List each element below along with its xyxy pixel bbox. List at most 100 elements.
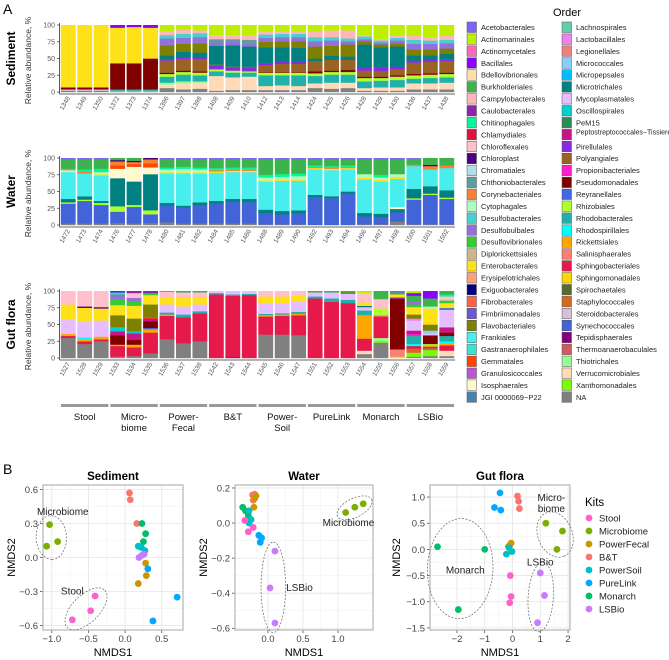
group-label: B&T xyxy=(224,412,243,423)
point-microbiome xyxy=(46,521,53,529)
bar-1472 xyxy=(60,158,76,226)
bar-segment xyxy=(110,315,126,328)
bar-1374 xyxy=(143,25,158,93)
bar-segment xyxy=(126,27,142,64)
group-label: Monarch xyxy=(362,412,399,423)
legend-label: Spirochaetales xyxy=(576,285,626,294)
bar-segment xyxy=(340,87,356,93)
bar-segment xyxy=(159,202,175,206)
legend-swatch xyxy=(466,117,477,129)
bar-segment xyxy=(373,213,389,218)
bar-segment xyxy=(176,70,191,73)
sample-label: 1414 xyxy=(289,95,302,111)
legend-item: Pirellulales xyxy=(561,141,613,153)
bar-segment xyxy=(324,25,339,31)
legend-swatch xyxy=(466,45,477,57)
bar-segment xyxy=(406,55,422,61)
bar-segment xyxy=(406,293,422,296)
bar-segment xyxy=(439,307,455,310)
group-bar xyxy=(307,404,356,407)
bar-segment xyxy=(422,224,438,226)
bar-segment xyxy=(324,88,339,93)
legend-swatch xyxy=(466,212,477,224)
bar-segment xyxy=(159,31,175,36)
legend-label: Sphingobacteriales xyxy=(576,262,640,271)
bar-segment xyxy=(422,330,438,334)
legend-swatch xyxy=(561,69,572,81)
bar-segment xyxy=(159,60,175,73)
bar-segment xyxy=(126,347,142,357)
bar-segment xyxy=(110,344,126,347)
point-bt xyxy=(514,492,521,500)
legend-item: Lactobacillales xyxy=(561,33,625,45)
bar-segment xyxy=(274,75,290,86)
bar-segment xyxy=(241,89,257,93)
bar-segment xyxy=(241,72,257,77)
bar-segment xyxy=(176,168,191,173)
point-stool xyxy=(87,607,95,615)
kits-legend: Kits Stool Microbiome PowerFecal B&T PowerSoi… xyxy=(585,497,649,616)
sample-label: 1547 xyxy=(289,361,302,377)
bar-segment xyxy=(126,164,142,167)
bar-segment xyxy=(340,193,356,226)
bar-segment xyxy=(110,335,126,345)
sample-label: 1482 xyxy=(190,228,203,244)
bar-segment xyxy=(422,306,438,309)
bar-segment xyxy=(258,224,274,226)
sample-label: 1533 xyxy=(108,361,121,377)
bar-segment xyxy=(307,83,323,89)
sample-label: 1485 xyxy=(223,228,236,244)
sample-label: 1501 xyxy=(421,228,434,244)
group-label: PureLink xyxy=(313,412,351,423)
bar-segment xyxy=(406,83,422,90)
y-tick-label: 0.0 xyxy=(412,545,425,556)
bar-segment xyxy=(274,159,290,175)
point-stool xyxy=(506,599,514,607)
bar-1551 xyxy=(307,291,323,359)
bar-segment xyxy=(126,166,142,182)
legend-swatch xyxy=(466,129,477,141)
bar-segment xyxy=(291,71,307,73)
bar-1557 xyxy=(406,291,422,359)
legend-label: Actinomarinales xyxy=(481,35,535,44)
bar-segment xyxy=(208,171,224,173)
bar-segment xyxy=(77,25,93,88)
legend-swatch xyxy=(561,129,572,141)
legend-item: Verrucomicrobiales xyxy=(561,367,640,379)
bar-segment xyxy=(307,58,323,62)
bar-segment xyxy=(307,158,323,160)
bar-segment xyxy=(143,295,158,305)
bar-segment xyxy=(340,44,356,57)
bar-segment xyxy=(126,301,142,306)
bar-segment xyxy=(439,35,455,40)
legend-swatch xyxy=(561,45,572,57)
bar-segment xyxy=(60,159,76,169)
sample-label: 1498 xyxy=(388,228,401,244)
legend-label: Chitinophagales xyxy=(481,118,535,127)
bar-segment xyxy=(258,316,274,335)
legend-item: Polyangiales xyxy=(561,152,619,164)
bar-segment xyxy=(357,310,372,316)
x-tick-label: 1.0 xyxy=(331,634,344,645)
sample-label: 1397 xyxy=(174,95,187,111)
bar-segment xyxy=(225,223,241,226)
bar-segment xyxy=(192,341,208,359)
bar-segment xyxy=(439,39,455,44)
bar-segment xyxy=(241,46,257,67)
legend-item: Tepidisphaerales xyxy=(561,331,633,343)
bar-segment xyxy=(439,296,455,301)
bar-segment xyxy=(291,173,307,177)
group-bar xyxy=(209,404,257,407)
bar-segment xyxy=(389,46,405,67)
bar-segment xyxy=(373,340,389,343)
order-legend: Order Acetobacterales Actinomarinales Actin… xyxy=(466,7,669,403)
bar-segment xyxy=(159,315,175,340)
bar-segment xyxy=(422,83,438,90)
bar-segment xyxy=(274,334,290,359)
bar-1482 xyxy=(192,158,208,226)
bar-segment xyxy=(126,90,142,92)
legend-item: Stool xyxy=(585,514,621,525)
legend-label: Propionibacteriales xyxy=(576,166,640,175)
bar-segment xyxy=(241,172,257,200)
